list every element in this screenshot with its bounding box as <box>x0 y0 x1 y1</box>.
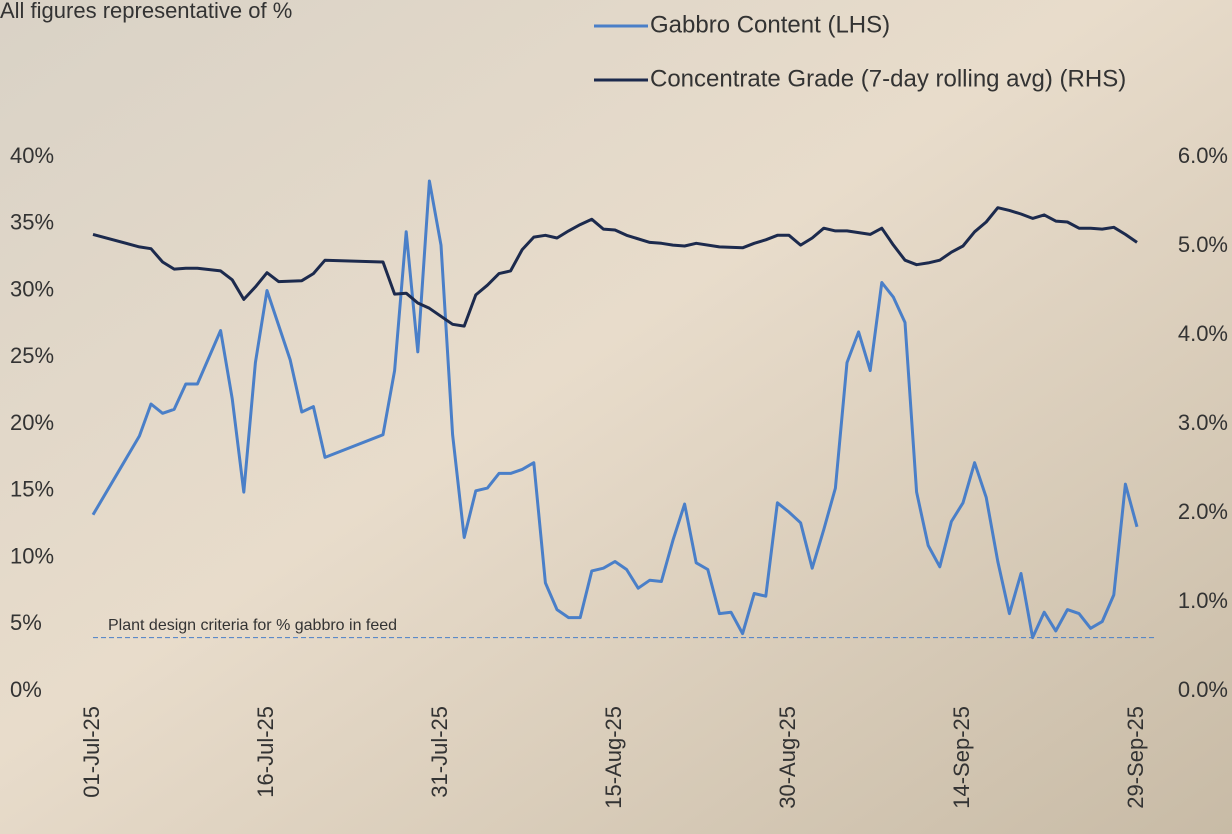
y2-tick-label: 1.0% <box>1178 588 1228 613</box>
y-tick-label: 10% <box>10 543 54 568</box>
y2-tick-label: 0.0% <box>1178 677 1228 702</box>
x-tick-label: 16-Jul-25 <box>253 706 278 798</box>
x-tick-label: 15-Aug-25 <box>601 706 626 809</box>
x-tick-label: 01-Jul-25 <box>79 706 104 798</box>
y2-tick-label: 5.0% <box>1178 232 1228 257</box>
y2-tick-label: 3.0% <box>1178 410 1228 435</box>
y-tick-label: 15% <box>10 477 54 502</box>
y-tick-label: 5% <box>10 610 42 635</box>
y-tick-label: 35% <box>10 210 54 235</box>
reference-label: Plant design criteria for % gabbro in fe… <box>108 617 397 634</box>
y-tick-label: 20% <box>10 410 54 435</box>
y-tick-label: 0% <box>10 677 42 702</box>
series-line <box>91 179 1139 640</box>
y2-tick-label: 2.0% <box>1178 499 1228 524</box>
legend-label: Gabbro Content (LHS) <box>650 11 890 38</box>
y2-tick-label: 4.0% <box>1178 321 1228 346</box>
y-tick-label: 30% <box>10 276 54 301</box>
x-tick-label: 30-Aug-25 <box>775 706 800 809</box>
y-tick-label: 25% <box>10 343 54 368</box>
chart-title: All figures representative of % <box>0 0 292 23</box>
series-line <box>92 206 1138 328</box>
x-tick-label: 31-Jul-25 <box>427 706 452 798</box>
y2-tick-label: 6.0% <box>1178 143 1228 168</box>
x-tick-label: 29-Sep-25 <box>1123 706 1148 809</box>
x-tick-label: 14-Sep-25 <box>949 706 974 809</box>
y-tick-label: 40% <box>10 143 54 168</box>
legend-label: Concentrate Grade (7-day rolling avg) (R… <box>650 65 1126 92</box>
